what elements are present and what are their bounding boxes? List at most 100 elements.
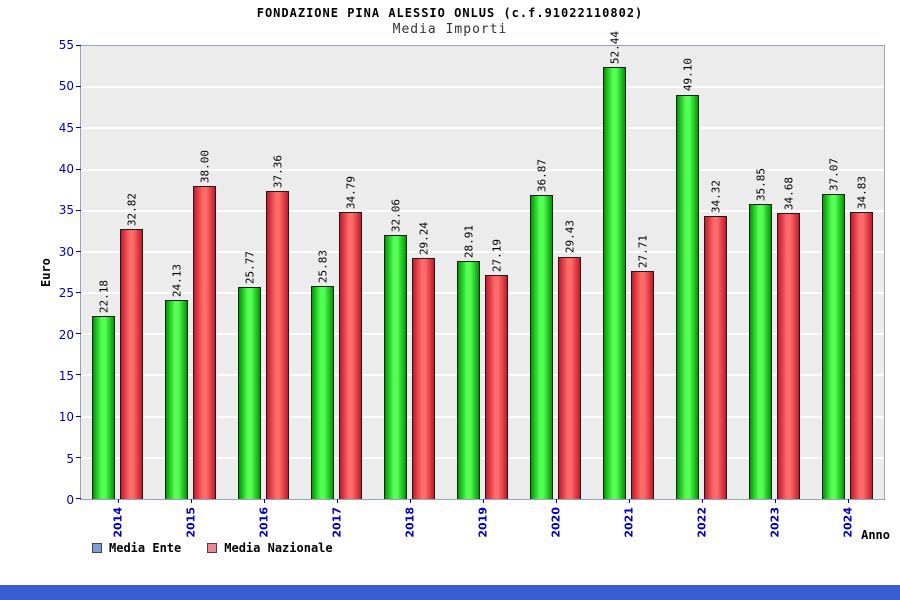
y-tick-mark bbox=[76, 127, 81, 129]
x-tick-label-2019: 2019 bbox=[476, 507, 489, 538]
x-tick-mark bbox=[336, 499, 338, 503]
x-tick-label-2018: 2018 bbox=[403, 507, 416, 538]
y-tick-label: 40 bbox=[58, 162, 74, 177]
bar-value-label: 38.00 bbox=[198, 149, 211, 184]
bar-value-label: 37.36 bbox=[271, 155, 284, 189]
bar-value-label: 25.77 bbox=[243, 250, 256, 284]
y-tick-label: 5 bbox=[66, 451, 74, 466]
bar-media-ente-2017[interactable]: 25.83 bbox=[311, 250, 334, 499]
y-tick-mark bbox=[76, 168, 81, 170]
bar-value-label: 35.85 bbox=[754, 167, 767, 201]
bar-media-nazionale-2022[interactable]: 34.32 bbox=[704, 180, 727, 499]
legend-label-media-ente: Media Ente bbox=[109, 541, 182, 555]
gridline bbox=[81, 415, 884, 418]
bar-value-label: 34.79 bbox=[344, 176, 357, 210]
x-tick-label-2023: 2023 bbox=[768, 507, 781, 538]
bar-media-nazionale-2017[interactable]: 34.79 bbox=[339, 176, 362, 499]
y-tick-mark bbox=[76, 209, 81, 211]
x-tick-label-2022: 2022 bbox=[695, 507, 708, 538]
bar-value-label: 34.83 bbox=[855, 176, 868, 210]
bar-value-label: 22.18 bbox=[97, 280, 110, 314]
bar-group-2018: 32.06 29.24 2018 bbox=[373, 46, 446, 538]
y-tick-label: 0 bbox=[66, 493, 74, 507]
bar-media-ente-2015[interactable]: 24.13 bbox=[165, 264, 188, 499]
bar-media-ente-2020[interactable]: 36.87 bbox=[530, 159, 553, 499]
y-tick-mark bbox=[76, 86, 81, 88]
bar-value-label: 49.10 bbox=[681, 58, 694, 92]
bar-media-ente-2018[interactable]: 32.06 bbox=[384, 199, 407, 499]
bar-media-nazionale-2015[interactable]: 38.00 bbox=[193, 150, 216, 499]
y-tick-mark bbox=[76, 333, 81, 335]
x-tick-mark bbox=[263, 499, 265, 503]
x-tick-mark bbox=[482, 499, 484, 503]
y-tick-label: 20 bbox=[58, 327, 74, 342]
bar-value-label: 37.07 bbox=[827, 157, 840, 191]
bar-media-nazionale-2018[interactable]: 29.24 bbox=[412, 222, 435, 499]
footer-strip bbox=[0, 585, 900, 600]
x-tick-mark bbox=[774, 499, 776, 503]
bar-media-nazionale-2020[interactable]: 29.43 bbox=[558, 220, 581, 499]
y-tick-label: 45 bbox=[58, 120, 74, 135]
bar-media-nazionale-2024[interactable]: 34.83 bbox=[850, 176, 873, 499]
x-tick-label-2015: 2015 bbox=[184, 507, 197, 538]
bar-value-label: 32.82 bbox=[125, 192, 138, 226]
bar-media-nazionale-2014[interactable]: 32.82 bbox=[120, 193, 143, 499]
gridline bbox=[81, 86, 884, 89]
bar-group-2024: 37.07 34.83 2024 bbox=[811, 46, 884, 538]
legend-item-media-nazionale: Media Nazionale bbox=[207, 541, 333, 555]
plot-area: 22.18 32.82 2014 24.13 38.00 2015 25.77 37.36 20… bbox=[76, 31, 885, 538]
legend-swatch-media-ente bbox=[92, 543, 102, 553]
bar-media-nazionale-2016[interactable]: 37.36 bbox=[266, 155, 289, 499]
bar-media-ente-2016[interactable]: 25.77 bbox=[238, 251, 261, 499]
y-tick-label: 50 bbox=[58, 79, 74, 94]
x-tick-label-2017: 2017 bbox=[330, 507, 343, 538]
bar-value-label: 32.06 bbox=[389, 198, 402, 232]
y-tick-label: 10 bbox=[58, 410, 74, 425]
bar-group-2016: 25.77 37.36 2016 bbox=[227, 46, 300, 538]
x-tick-mark bbox=[409, 499, 411, 503]
bar-group-2015: 24.13 38.00 2015 bbox=[154, 46, 227, 538]
y-axis-labels: 0 5 10 15 20 25 30 35 40 45 50 55 bbox=[46, 38, 78, 507]
y-tick-mark bbox=[76, 292, 81, 294]
bar-group-2019: 28.91 27.19 2019 bbox=[446, 46, 519, 538]
x-tick-label-2016: 2016 bbox=[257, 507, 270, 538]
x-tick-mark bbox=[190, 499, 192, 503]
x-tick-label-2024: 2024 bbox=[841, 507, 854, 538]
bar-media-ente-2023[interactable]: 35.85 bbox=[749, 168, 772, 499]
y-tick-mark bbox=[76, 374, 81, 376]
bar-media-nazionale-2023[interactable]: 34.68 bbox=[777, 177, 800, 499]
bar-media-ente-2024[interactable]: 37.07 bbox=[822, 158, 845, 499]
bar-media-ente-2021[interactable]: 52.44 bbox=[603, 31, 626, 499]
bar-group-2017: 25.83 34.79 2017 bbox=[300, 46, 373, 538]
bar-group-2023: 35.85 34.68 2023 bbox=[738, 46, 811, 538]
x-tick-label-2014: 2014 bbox=[111, 507, 124, 538]
bar-value-label: 27.71 bbox=[636, 234, 649, 268]
bar-value-label: 29.43 bbox=[563, 220, 576, 254]
y-tick-label: 55 bbox=[58, 38, 74, 52]
bar-media-ente-2014[interactable]: 22.18 bbox=[92, 280, 115, 499]
bar-group-2020: 36.87 29.43 2020 bbox=[519, 46, 592, 538]
legend: Media Ente Media Nazionale bbox=[92, 541, 333, 555]
bar-value-label: 25.83 bbox=[316, 250, 329, 284]
bar-group-2021: 52.44 27.71 2021 bbox=[592, 31, 665, 538]
legend-item-media-ente: Media Ente bbox=[92, 541, 181, 555]
bar-media-nazionale-2019[interactable]: 27.19 bbox=[485, 239, 508, 499]
bar-media-ente-2019[interactable]: 28.91 bbox=[457, 225, 480, 499]
bar-groups: 22.18 32.82 2014 24.13 38.00 2015 25.77 37.36 20… bbox=[81, 31, 884, 538]
legend-swatch-media-nazionale bbox=[207, 543, 218, 553]
x-tick-label-2020: 2020 bbox=[549, 507, 562, 538]
y-tick-mark bbox=[76, 415, 81, 417]
bar-value-label: 34.32 bbox=[709, 180, 722, 214]
y-tick-mark bbox=[76, 250, 81, 252]
x-tick-label-2021: 2021 bbox=[622, 507, 635, 538]
bar-value-label: 27.19 bbox=[490, 238, 503, 273]
bar-value-label: 36.87 bbox=[535, 159, 548, 193]
bar-value-label: 24.13 bbox=[170, 264, 183, 298]
x-axis-title: Anno bbox=[861, 528, 890, 542]
x-tick-mark bbox=[847, 499, 849, 503]
bar-media-ente-2022[interactable]: 49.10 bbox=[676, 58, 699, 499]
bar-media-nazionale-2021[interactable]: 27.71 bbox=[631, 235, 654, 499]
gridline bbox=[81, 168, 884, 171]
x-tick-mark bbox=[555, 499, 557, 503]
